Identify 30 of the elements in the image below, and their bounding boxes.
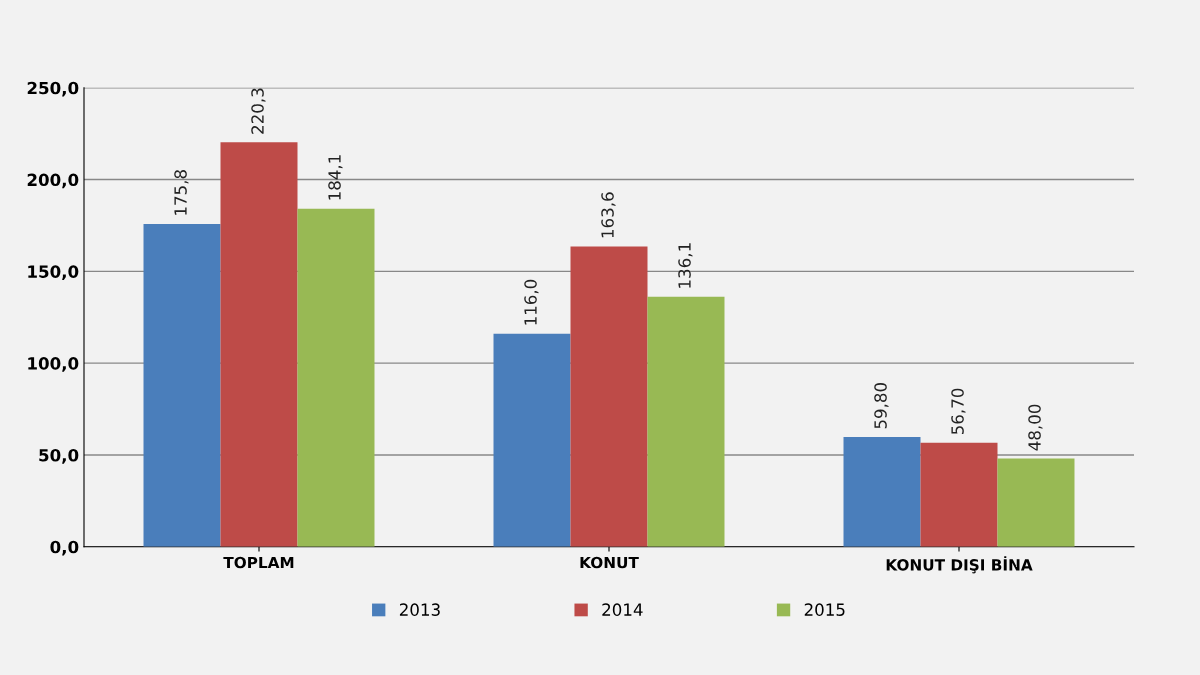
bar xyxy=(493,333,571,547)
bar xyxy=(843,436,921,547)
y-tick-label: 250,0 xyxy=(27,81,79,97)
bar xyxy=(143,223,221,547)
y-tick-label: 150,0 xyxy=(28,265,79,281)
x-tick-label: KONUT xyxy=(580,556,639,569)
data-label: 163,6 xyxy=(601,192,616,238)
data-label: 56,70 xyxy=(951,388,966,435)
bar xyxy=(997,458,1075,547)
data-label: 136,1 xyxy=(678,243,693,288)
data-label: 184,1 xyxy=(328,155,343,200)
bar xyxy=(220,142,298,547)
data-label: 220,3 xyxy=(251,88,266,134)
data-label: 175,8 xyxy=(174,170,189,215)
legend-label: 2014 xyxy=(602,603,643,616)
data-label: 59,80 xyxy=(874,383,889,429)
bar xyxy=(647,296,725,547)
data-label: 48,00 xyxy=(1028,404,1043,451)
x-tick-label: KONUT DIŞI BİNA xyxy=(886,556,1033,574)
legend-label: 2013 xyxy=(399,603,440,616)
bar xyxy=(920,442,998,547)
y-tick-label: 0,0 xyxy=(50,540,79,556)
y-tick-label: 200,0 xyxy=(27,173,79,189)
bar xyxy=(297,208,375,547)
legend-label: 2015 xyxy=(804,603,845,616)
bar xyxy=(570,246,648,547)
y-tick-label: 100,0 xyxy=(28,357,79,372)
data-label: 116,0 xyxy=(524,279,539,325)
y-tick-label: 50,0 xyxy=(39,448,79,464)
x-tick-label: TOPLAM xyxy=(223,556,294,569)
